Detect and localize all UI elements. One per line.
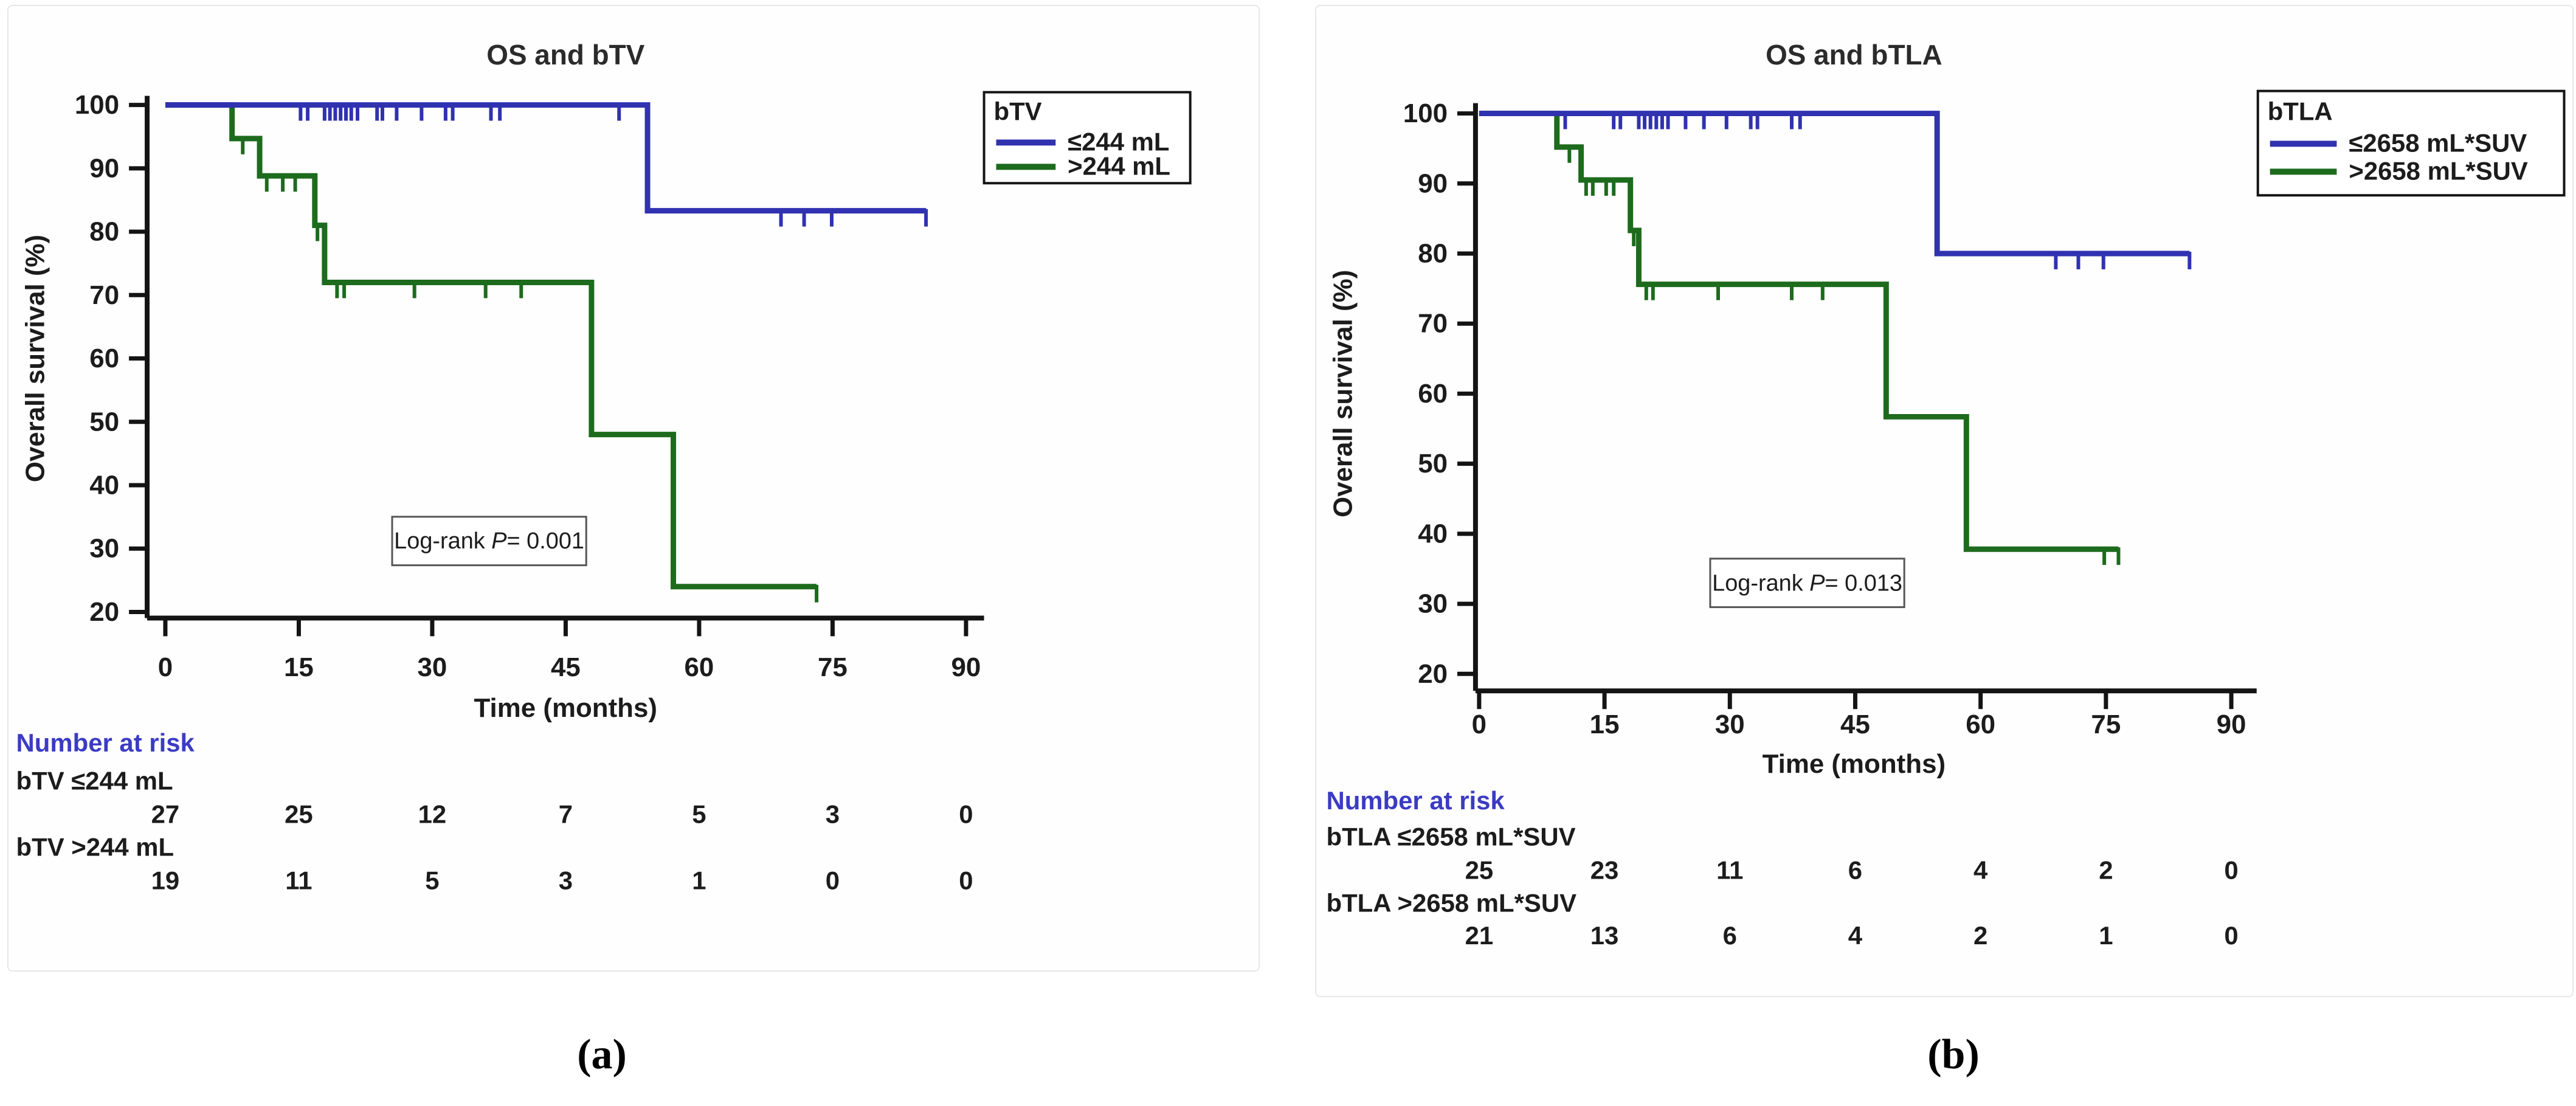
risk-row-value: 11 (285, 866, 312, 894)
risk-row-value: 6 (1723, 921, 1737, 950)
risk-row-value: 21 (1465, 921, 1494, 950)
y-tick-label: 20 (1418, 659, 1448, 689)
x-tick-label: 60 (685, 652, 714, 682)
y-tick-label: 30 (1418, 589, 1448, 619)
y-axis-title: Overall survival (%) (1328, 270, 1358, 517)
risk-row-label: bTLA ≤2658 mL*SUV (1326, 823, 1575, 851)
risk-row-value: 3 (559, 866, 573, 894)
risk-row-label: bTV ≤244 mL (16, 767, 173, 795)
risk-row-value: 0 (959, 866, 973, 894)
x-axis-title: Time (months) (1763, 749, 1946, 779)
x-tick-label: 90 (2217, 710, 2246, 739)
km-panel-btla: OS and bTLA 100 90 80 70 60 50 40 30 20 0 15 30 45 60 7… (1315, 5, 2574, 997)
risk-row-value: 0 (2224, 855, 2238, 884)
x-tick-label: 0 (158, 652, 173, 682)
risk-row-value: 27 (151, 800, 180, 829)
km-curve (1479, 111, 2119, 552)
chart-title: OS and bTV (486, 39, 644, 71)
x-tick-label: 15 (284, 652, 314, 682)
y-tick-label: 20 (89, 597, 119, 627)
risk-row-value: 12 (418, 800, 447, 829)
subfigure-label-a: (a) (577, 1031, 627, 1078)
x-tick-label: 45 (1840, 710, 1870, 739)
x-tick-label: 30 (418, 652, 447, 682)
x-tick-label: 45 (551, 652, 581, 682)
x-tick-label: 0 (1472, 710, 1487, 739)
risk-row-value: 4 (1848, 921, 1863, 950)
x-tick-label: 30 (1715, 710, 1745, 739)
risk-row-value: 19 (151, 866, 180, 894)
risk-row-value: 5 (692, 800, 706, 829)
y-tick-label: 100 (75, 90, 119, 120)
logrank-text: Log-rank P= 0.013 (1712, 571, 1902, 596)
x-tick-label: 90 (951, 652, 981, 682)
risk-row-value: 6 (1848, 855, 1862, 884)
y-tick-label: 60 (1418, 379, 1448, 409)
y-tick-label: 40 (1418, 519, 1448, 548)
legend-entry-label: ≤244 mL (1068, 127, 1169, 156)
y-tick-label: 50 (89, 407, 119, 437)
risk-row-value: 4 (1973, 855, 1988, 884)
legend-title: bTLA (2268, 97, 2333, 126)
y-tick-label: 80 (1418, 239, 1448, 269)
legend-entry-label: >244 mL (1068, 151, 1170, 180)
risk-row-value: 3 (826, 800, 840, 829)
x-tick-label: 60 (1966, 710, 1995, 739)
x-tick-label: 75 (2091, 710, 2121, 739)
y-tick-label: 100 (1403, 99, 1448, 128)
risk-row-value: 13 (1590, 921, 1619, 950)
x-tick-label: 15 (1590, 710, 1620, 739)
risk-row-value: 25 (1465, 855, 1494, 884)
risk-row-value: 1 (692, 866, 706, 894)
risk-table-header: Number at risk (1326, 786, 1505, 815)
subfigure-label-b: (b) (1927, 1031, 1980, 1078)
risk-row-value: 7 (559, 800, 573, 829)
logrank-box (1709, 558, 1905, 609)
risk-table-header: Number at risk (16, 728, 195, 757)
y-tick-label: 70 (1418, 309, 1448, 339)
risk-row-value: 2 (1973, 921, 1987, 950)
y-tick-label: 60 (89, 344, 119, 373)
chart-title: OS and bTLA (1766, 39, 1942, 71)
y-tick-label: 50 (1418, 449, 1448, 479)
y-tick-label: 30 (89, 534, 119, 564)
risk-row-value: 11 (1716, 855, 1743, 884)
x-axis-title: Time (months) (474, 693, 657, 723)
y-tick-label: 70 (89, 280, 119, 310)
risk-row-value: 1 (2099, 921, 2113, 950)
risk-row-label: bTLA >2658 mL*SUV (1326, 888, 1576, 917)
risk-row-value: 2 (2099, 855, 2113, 884)
risk-row-value: 23 (1590, 855, 1619, 884)
logrank-text: Log-rank P= 0.001 (394, 528, 584, 554)
y-tick-label: 40 (89, 471, 119, 500)
x-tick-label: 75 (818, 652, 848, 682)
logrank-box (391, 516, 587, 567)
legend-entry-label: ≤2658 mL*SUV (2349, 128, 2527, 157)
legend-title: bTV (994, 97, 1042, 126)
risk-row-value: 0 (826, 866, 840, 894)
risk-row-value: 25 (285, 800, 313, 829)
km-curve (165, 102, 927, 214)
risk-row-value: 5 (425, 866, 439, 894)
y-tick-label: 90 (1418, 168, 1448, 198)
y-axis-title: Overall survival (%) (20, 235, 50, 482)
km-curve (1479, 111, 2190, 257)
risk-row-value: 0 (2224, 921, 2238, 950)
y-tick-label: 90 (89, 153, 119, 183)
risk-row-value: 0 (959, 800, 973, 829)
risk-row-label: bTV >244 mL (16, 832, 174, 861)
km-curve (165, 102, 817, 590)
legend-entry-label: >2658 mL*SUV (2349, 156, 2528, 185)
km-panel-btv: OS and bTV 100 90 80 70 60 50 40 30 20 0 15 30 45 60 75… (7, 5, 1260, 972)
y-tick-label: 80 (89, 217, 119, 247)
